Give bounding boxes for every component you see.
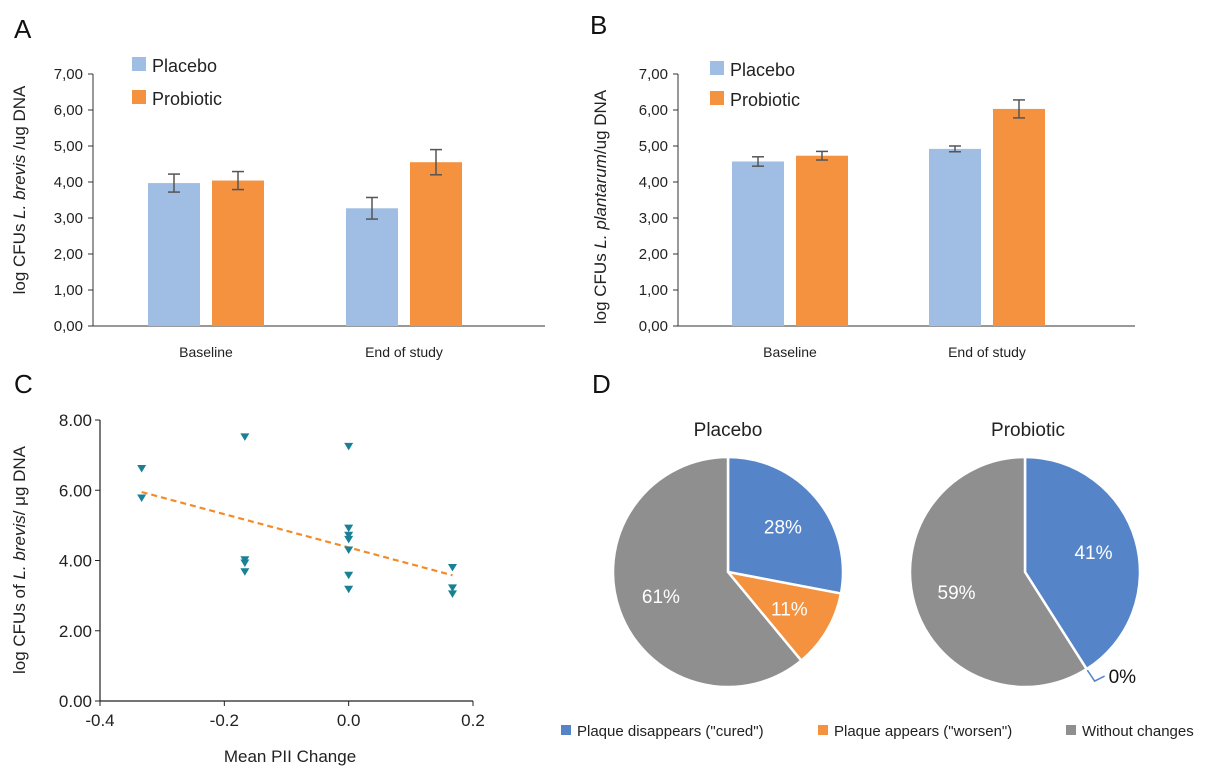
y-tick-label-c: 0.00 <box>59 692 92 711</box>
y-axis-label-b: log CFUs L. plantarum/ug DNA <box>591 89 610 324</box>
scatter-point <box>447 584 457 592</box>
y-tick-label-c: 6.00 <box>59 481 92 500</box>
legend-swatch-cured <box>561 725 571 735</box>
y-tick-label-b: 3,00 <box>639 210 668 227</box>
x-category-label-a: End of study <box>365 344 443 360</box>
panel-letter-c: C <box>14 369 33 399</box>
legend-label-probiotic-a: Probiotic <box>152 89 222 109</box>
legend-label-placebo-b: Placebo <box>730 60 795 80</box>
bar-a <box>346 208 398 326</box>
bar-a <box>148 183 200 326</box>
pie-slice-label: 28% <box>764 518 802 539</box>
bar-a <box>410 162 462 326</box>
y-tick-label-a: 5,00 <box>54 138 83 155</box>
bar-b <box>993 108 1045 326</box>
x-category-label-b: Baseline <box>763 344 817 360</box>
scatter-point <box>447 564 457 572</box>
y-tick-label-b: 7,00 <box>639 66 668 83</box>
legend-swatch-placebo-b <box>710 61 724 75</box>
panel-letter-d: D <box>592 369 611 399</box>
y-tick-label-a: 0,00 <box>54 318 83 335</box>
scatter-point <box>344 546 354 554</box>
pie-slice-label: 11% <box>771 599 808 620</box>
scatter-point <box>447 590 457 598</box>
x-category-label-b: End of study <box>948 344 1026 360</box>
y-tick-label-a: 4,00 <box>54 174 83 191</box>
pie-slice-label: 59% <box>938 583 976 604</box>
legend-swatch-placebo-a <box>132 57 146 71</box>
scatter-point <box>137 494 147 502</box>
panel-letter-a: A <box>14 14 32 44</box>
x-tick-label-c: -0.2 <box>210 711 239 730</box>
y-tick-label-a: 3,00 <box>54 210 83 227</box>
scatter-point <box>344 531 354 540</box>
scatter-point <box>344 524 354 533</box>
y-tick-label-c: 4.00 <box>59 552 92 571</box>
x-tick-label-c: 0.0 <box>337 711 361 730</box>
y-tick-label-c: 2.00 <box>59 622 92 641</box>
y-axis-label-c: log CFUs of L. brevis/ μg DNA <box>10 445 29 674</box>
bar-chart-b: log CFUs L. plantarum/ug DNA Placebo Pro… <box>591 60 1135 360</box>
legend-swatch-probiotic-a <box>132 90 146 104</box>
pie-title-placebo: Placebo <box>694 420 763 441</box>
scatter-point <box>344 585 354 594</box>
pie-title-probiotic: Probiotic <box>991 420 1065 441</box>
scatter-point <box>240 559 250 567</box>
pie-slice <box>611 455 804 689</box>
y-tick-label-c: 8.00 <box>59 411 92 430</box>
pie-slice <box>908 455 1089 689</box>
legend-swatch-worsen <box>818 725 828 735</box>
pie-slice <box>726 455 845 596</box>
y-tick-label-b: 1,00 <box>639 282 668 299</box>
scatter-point <box>240 433 250 441</box>
y-tick-label-a: 7,00 <box>54 66 83 83</box>
legend-swatch-nochange <box>1066 725 1076 735</box>
legend-label-worsen: Plaque appears ("worsen") <box>834 723 1012 740</box>
x-tick-label-c: 0.2 <box>461 711 485 730</box>
scatter-point <box>344 535 354 544</box>
pie-slice <box>724 570 843 663</box>
panel-letter-b: B <box>590 10 607 40</box>
y-tick-label-a: 6,00 <box>54 102 83 119</box>
x-category-label-a: Baseline <box>179 344 233 360</box>
bar-b <box>929 148 981 326</box>
scatter-point <box>137 464 147 473</box>
pie-slice-label: 41% <box>1074 543 1112 564</box>
scatter-point <box>344 571 354 580</box>
y-tick-label-b: 4,00 <box>639 174 668 191</box>
x-tick-label-c: -0.4 <box>85 711 114 730</box>
legend-label-nochange: Without changes <box>1082 723 1194 740</box>
bar-b <box>732 161 784 326</box>
bar-chart-a: log CFUs L. brevis /ug DNA Placebo Probi… <box>10 56 545 360</box>
y-tick-label-a: 1,00 <box>54 282 83 299</box>
legend-label-placebo-a: Placebo <box>152 56 217 76</box>
y-tick-label-b: 2,00 <box>639 246 668 263</box>
x-axis-label-c: Mean PII Change <box>224 747 356 766</box>
bar-b <box>796 155 848 326</box>
scatter-point <box>240 568 250 576</box>
scatter-chart-c: log CFUs of L. brevis/ μg DNA Mean PII C… <box>10 411 485 766</box>
y-tick-label-a: 2,00 <box>54 246 83 263</box>
legend-label-cured: Plaque disappears ("cured") <box>577 723 764 740</box>
y-tick-label-b: 0,00 <box>639 318 668 335</box>
pie-leader-line <box>1085 668 1105 683</box>
scatter-point <box>344 442 354 451</box>
legend-swatch-probiotic-b <box>710 91 724 105</box>
pie-slice-label: 61% <box>642 587 680 608</box>
y-tick-label-b: 6,00 <box>639 102 668 119</box>
y-axis-label-a: log CFUs L. brevis /ug DNA <box>10 85 29 294</box>
pie-slice-label: 0% <box>1109 667 1137 688</box>
bar-a <box>212 180 264 326</box>
trend-line-c <box>141 490 453 577</box>
y-tick-label-b: 5,00 <box>639 138 668 155</box>
pie-chart-d: Placebo Probiotic Plaque disappears ("cu… <box>561 420 1194 740</box>
legend-label-probiotic-b: Probiotic <box>730 90 800 110</box>
